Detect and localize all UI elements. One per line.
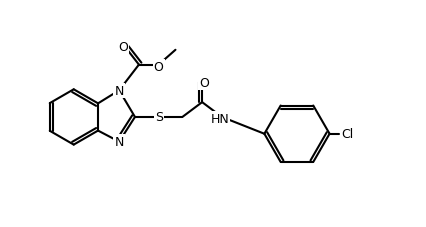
- Text: N: N: [115, 84, 124, 97]
- Text: S: S: [155, 111, 163, 124]
- Text: O: O: [199, 76, 209, 89]
- Text: HN: HN: [210, 113, 229, 126]
- Text: O: O: [154, 61, 164, 74]
- Text: N: N: [115, 136, 124, 148]
- Text: O: O: [118, 41, 128, 54]
- Text: Cl: Cl: [341, 128, 354, 141]
